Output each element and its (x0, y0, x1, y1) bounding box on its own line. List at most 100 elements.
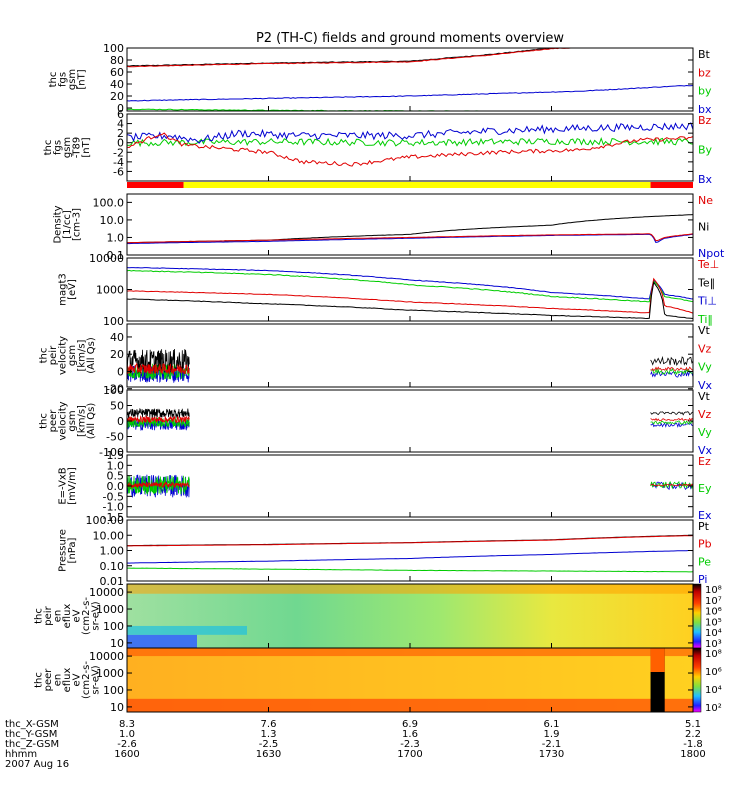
spectrogram-low-energy-band (127, 634, 197, 648)
y-tick-label: 40 (110, 331, 124, 344)
x-axis-value: -1.8 (683, 739, 703, 750)
series-Pt-line (127, 534, 694, 547)
x-axis-info: thc_X-GSM 8.3 7.6 6.9 6.1 5.1 thc_Y-GSM 1.0 1.3 1… (5, 719, 706, 770)
x-axis-value: -2.1 (542, 739, 562, 750)
y-tick-label: 100 (103, 620, 124, 633)
legend-Ti‖: Ti‖ (697, 313, 713, 326)
series-Te‖-line (126, 281, 694, 320)
legend-Vz: Vz (698, 342, 712, 355)
y-axis-label: gsm (67, 410, 78, 431)
y-tick-label: 0.1 (107, 249, 125, 262)
y-tick-label: 10000 (89, 650, 124, 663)
y-tick-label: 100 (103, 684, 124, 697)
spectrogram-gap-top (650, 648, 665, 672)
y-axis-label: gsm (67, 345, 78, 366)
y-axis-label: [eV] (67, 279, 78, 300)
panel-peer-spec: 10⁸ 10⁶ 10⁴ 10² 10000 1000 100 10 thcpeereneflux… (34, 647, 722, 714)
legend-Ex: Ex (698, 509, 712, 522)
y-axis-label: en (53, 610, 64, 623)
y-axis-label: [cm-3] (72, 208, 83, 241)
y-tick-label: 0 (117, 415, 124, 428)
colorbar-label: 10⁶ (705, 607, 722, 618)
y-tick-label: 1000 (96, 284, 124, 297)
x-axis-row-label: thc_Y-GSM (5, 729, 57, 740)
series-Te⊥-line (126, 277, 694, 314)
x-axis-value: 6.1 (544, 719, 560, 730)
x-axis-value: 6.9 (402, 719, 418, 730)
y-axis-label: magt3 (57, 273, 68, 306)
panel-frame (126, 193, 694, 256)
y-tick-label: -6 (113, 165, 124, 178)
panel-frame (126, 454, 694, 518)
panel-frame (126, 257, 694, 322)
mode-segment (127, 182, 184, 188)
spectrogram-mid-band (127, 625, 247, 635)
y-tick-label: -1.5 (103, 511, 124, 524)
legend-Te‖: Te‖ (697, 276, 715, 289)
y-tick-label: 100 (103, 384, 124, 397)
y-axis-label: Density (53, 205, 64, 243)
legend-Bt: Bt (698, 48, 711, 61)
series-Vz-line (126, 362, 190, 375)
y-axis-label: -T89 (72, 137, 83, 159)
y-tick-label: 10000 (89, 586, 124, 599)
y-axis-label: fgs (53, 140, 64, 155)
y-tick-label: 6 (117, 108, 124, 121)
y-tick-label: 80 (110, 54, 124, 67)
x-axis-value: 1600 (114, 749, 139, 760)
legend-Vx: Vx (698, 444, 713, 457)
mode-bar (127, 182, 693, 188)
y-tick-label: 1000 (96, 603, 124, 616)
series-Pb-line (127, 535, 694, 547)
legend-Te⊥: Te⊥ (697, 258, 719, 271)
mode-segment (650, 182, 693, 188)
panel-frame (126, 389, 694, 453)
y-tick-label: 20 (110, 348, 124, 361)
y-tick-label: 10 (110, 637, 124, 650)
legend-Bx: Bx (698, 173, 713, 186)
series-Vz-line (650, 417, 694, 422)
y-axis-label: Pressure (57, 529, 68, 572)
series-bx-line (126, 84, 694, 102)
colorbar-label: 10⁴ (705, 628, 722, 639)
panel-density: 100.0 10.0 1.0 0.1 Density[1/cc][cm-3] Ne Ni Np… (53, 193, 725, 262)
y-axis-label: thc (43, 140, 54, 156)
y-tick-label: 100.0 (93, 196, 125, 209)
series-Ez-line (126, 481, 190, 489)
x-axis-row-label: thc_Z-GSM (5, 739, 59, 750)
y-axis-label: (All Qs) (86, 337, 97, 374)
y-axis-label: thc (34, 608, 45, 624)
colorbar-label: 10⁷ (705, 596, 722, 607)
y-axis-label: sr-eV) (91, 601, 102, 630)
series-Bx-line (126, 122, 694, 144)
legend-Pi: Pi (698, 573, 707, 586)
x-axis-value: 2.2 (685, 729, 701, 740)
x-axis-value: -2.3 (400, 739, 420, 750)
y-axis-label: E=-VxB (57, 467, 68, 504)
legend-By: By (698, 144, 713, 157)
series-Vt-line (126, 348, 190, 374)
x-axis-value: 1.6 (402, 729, 418, 740)
plot-date: 2007 Aug 16 (5, 759, 69, 770)
y-tick-label: -1.0 (103, 501, 124, 514)
series-Vz-line (650, 366, 694, 372)
y-tick-label: 100.00 (86, 514, 125, 527)
y-tick-label: 10.0 (100, 214, 125, 227)
spectrogram-top-band (127, 648, 693, 657)
y-axis-label: (cm2-s- (81, 597, 92, 635)
panel-efield: 1.51.00.50.0-0.5-1.0-1.5 E=-VxB[mV/m] Ez Ey… (57, 449, 712, 524)
y-axis-label: thc (38, 348, 49, 364)
y-axis-label: sr-eV) (91, 665, 102, 694)
plot-title: P2 (TH-C) fields and ground moments over… (256, 31, 564, 46)
y-axis-label: eV (72, 673, 83, 686)
panel-peir-spec: 10⁸10⁷10⁶10⁵10⁴10³10000100010010thcpeire… (34, 583, 722, 650)
legend-Ez: Ez (698, 455, 711, 468)
colorbar (692, 647, 702, 713)
y-tick-label: 2 (117, 127, 124, 140)
legend-Vx: Vx (698, 379, 713, 392)
y-axis-label: [km/s] (76, 405, 87, 437)
legend-Ti⊥: Ti⊥ (697, 295, 717, 308)
